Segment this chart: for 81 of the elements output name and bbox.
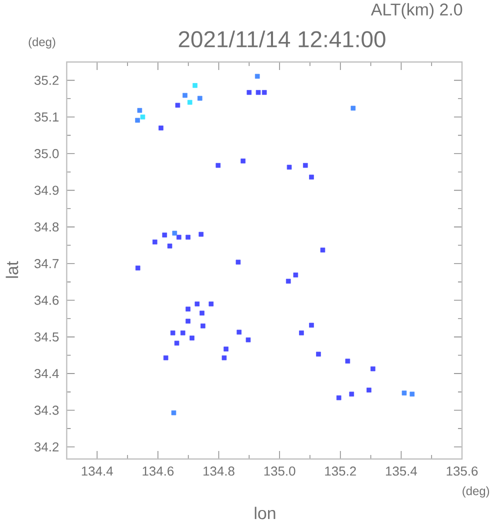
x-tick-label: 134.8 — [204, 466, 234, 476]
point — [350, 106, 356, 111]
point — [286, 278, 291, 284]
point — [197, 96, 202, 101]
x-tick-label: 135.2 — [325, 466, 356, 476]
point — [299, 330, 304, 336]
chart-subtitle: ALT(km) 2.0 — [370, 3, 462, 19]
y-tick-label: 34.9 — [34, 186, 59, 195]
point — [224, 346, 228, 352]
point — [200, 324, 206, 328]
y-tick-label: 35.2 — [34, 76, 59, 85]
x-tick-label: 135.4 — [386, 466, 418, 476]
point — [246, 90, 252, 95]
point — [208, 302, 214, 306]
point — [194, 302, 200, 306]
point — [345, 358, 350, 364]
point — [262, 90, 267, 95]
point — [137, 108, 142, 113]
point — [174, 340, 180, 346]
point — [349, 392, 354, 397]
point — [175, 102, 180, 108]
point — [256, 90, 261, 95]
point — [140, 114, 146, 120]
point — [366, 388, 372, 392]
point — [200, 310, 204, 316]
point — [286, 164, 292, 170]
point — [152, 240, 158, 244]
y-tick-label: 34.8 — [34, 222, 59, 232]
point — [171, 410, 176, 416]
x-tick-label: 135.0 — [264, 466, 296, 476]
point — [293, 272, 298, 278]
point — [254, 74, 260, 79]
point — [309, 174, 314, 180]
y-tick-label: 34.7 — [34, 259, 59, 268]
point — [240, 158, 246, 164]
point — [182, 92, 188, 98]
point — [402, 390, 407, 396]
y-tick-label: 35.0 — [34, 149, 59, 158]
point — [186, 234, 190, 240]
point — [198, 232, 204, 237]
point — [162, 232, 168, 238]
x-tick-label: 135.6 — [446, 466, 478, 476]
point — [246, 337, 251, 342]
point — [236, 330, 242, 335]
point — [186, 318, 190, 324]
point — [303, 162, 308, 168]
chart-title: 2021/11/14 12:41:00 — [178, 30, 386, 48]
text: (deg) — [462, 486, 490, 498]
y-axis-title: lat — [6, 261, 18, 278]
x-axis-title: lon — [254, 506, 276, 520]
point — [190, 336, 194, 340]
y-tick-label: 34.2 — [34, 442, 59, 452]
point — [158, 126, 164, 130]
y-tick-label: 34.3 — [34, 406, 59, 415]
x-tick-label: 134.6 — [142, 466, 174, 476]
point — [216, 162, 221, 168]
x-tick-label: 134.4 — [82, 466, 113, 476]
point — [172, 230, 178, 236]
point — [309, 322, 314, 328]
text: (deg) — [28, 37, 56, 49]
y-tick-label: 34.5 — [34, 332, 59, 342]
point — [370, 366, 376, 372]
y-tick-label: 35.1 — [34, 112, 59, 122]
point — [180, 330, 186, 336]
point — [163, 355, 168, 360]
point — [186, 306, 190, 312]
point — [236, 260, 241, 265]
point — [187, 100, 192, 105]
point — [167, 244, 172, 248]
point — [135, 266, 140, 270]
y-tick-label: 34.6 — [34, 296, 59, 305]
point — [222, 355, 227, 360]
point — [320, 248, 326, 252]
point — [410, 392, 415, 397]
point — [336, 395, 342, 400]
point — [316, 352, 321, 357]
point — [170, 330, 176, 336]
point — [192, 83, 198, 88]
point — [135, 118, 140, 123]
y-tick-label: 34.4 — [34, 369, 59, 378]
point — [176, 234, 182, 240]
